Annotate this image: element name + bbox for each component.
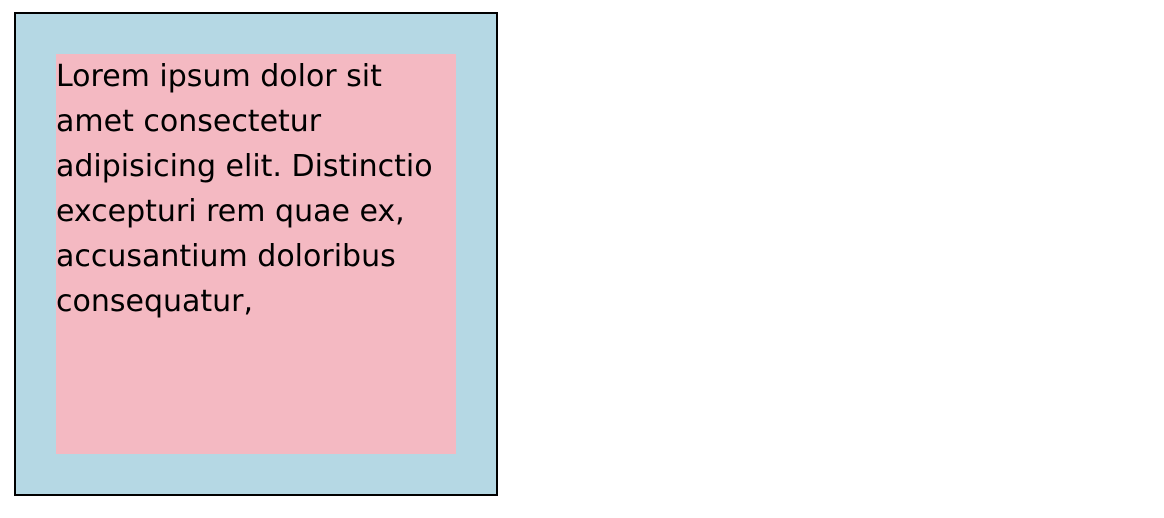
lorem-text: Lorem ipsum dolor sit amet consectetur a… bbox=[56, 59, 433, 319]
outer-box: Lorem ipsum dolor sit amet consectetur a… bbox=[14, 12, 498, 496]
inner-box: Lorem ipsum dolor sit amet consectetur a… bbox=[56, 54, 456, 454]
